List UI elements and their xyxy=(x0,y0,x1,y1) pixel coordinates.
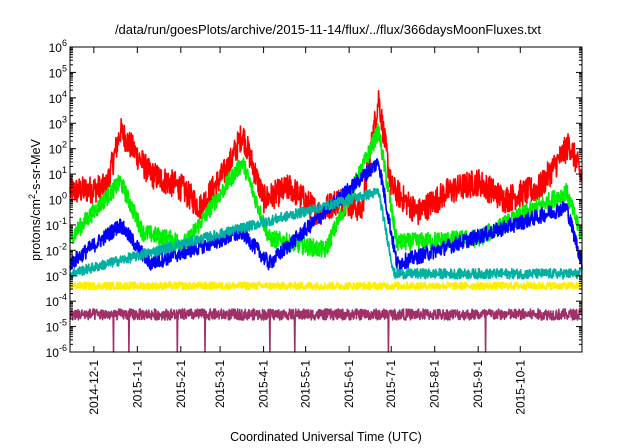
x-tick-label: 2015-3-1 xyxy=(213,360,227,408)
y-tick-label: 10-6 xyxy=(46,343,67,360)
x-tick-label: 2015-4-1 xyxy=(257,360,271,408)
y-axis: 10-6 10-5 10-4 10-3 10-2 10-1 100 101 102 103 104 1… xyxy=(46,38,582,360)
y-tick-label: 10-4 xyxy=(46,292,67,309)
series-line xyxy=(69,187,583,280)
x-tick-label: 2015-9-1 xyxy=(471,360,485,408)
series-line xyxy=(69,123,583,258)
y-tick-label: 105 xyxy=(49,63,67,80)
x-axis: 2014-12-1 2015-1-1 2015-2-1 2015-3-1 2015-4-… xyxy=(87,47,527,415)
x-tick-label: 2014-12-1 xyxy=(87,360,101,415)
y-tick-label: 101 xyxy=(49,165,67,182)
y-axis-label: protons/cm2-s-sr-MeV xyxy=(27,138,43,260)
x-tick-label: 2015-5-1 xyxy=(299,360,313,408)
series-line xyxy=(69,308,583,353)
y-tick-label: 100 xyxy=(49,191,67,208)
series-line xyxy=(69,281,583,291)
y-tick-label: 106 xyxy=(49,38,67,55)
x-tick-label: 2015-1-1 xyxy=(130,360,144,408)
x-tick-label: 2015-2-1 xyxy=(174,360,188,408)
x-axis-label: Coordinated Universal Time (UTC) xyxy=(230,430,422,444)
y-tick-label: 10-5 xyxy=(46,318,67,335)
x-tick-label: 2015-10-1 xyxy=(513,360,527,415)
y-tick-label: 10-1 xyxy=(46,216,67,233)
y-tick-label: 10-2 xyxy=(46,241,67,258)
x-tick-label: 2015-7-1 xyxy=(384,360,398,408)
x-tick-label: 2015-6-1 xyxy=(342,360,356,408)
y-tick-label: 104 xyxy=(49,89,67,106)
x-tick-label: 2015-8-1 xyxy=(428,360,442,408)
series-layer xyxy=(69,90,583,353)
y-tick-label: 102 xyxy=(49,140,67,157)
chart-title: /data/run/goesPlots/archive/2015-11-14/f… xyxy=(115,22,541,37)
y-tick-label: 103 xyxy=(49,114,67,131)
y-tick-label: 10-3 xyxy=(46,267,67,284)
